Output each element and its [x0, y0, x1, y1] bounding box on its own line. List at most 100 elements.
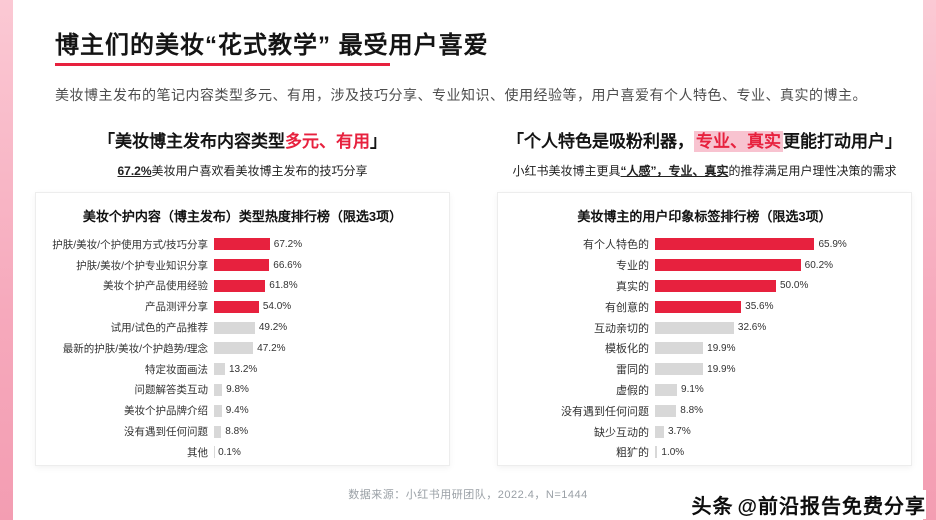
right-chart-title: 美妆博主的用户印象标签排行榜（限选3项） [577, 209, 832, 224]
left-section-subtext: 67.2%美妆用户喜欢看美妆博主发布的技巧分享 [35, 162, 450, 179]
bar-category-label: 特定妆面画法 [145, 363, 208, 376]
bar-row: 真实的 50.0% [504, 276, 911, 297]
title-underline-accent [55, 63, 390, 66]
data-source-note: 数据来源：小红书用研团队，2022.4，N=1444 [348, 489, 588, 501]
watermark-handle: @前沿报告免费分享 [737, 496, 926, 518]
right-section-subtext: 小红书美妆博主更具“人感”，专业、真实的推荐满足用户理性决策的需求 [497, 162, 912, 179]
impression-tag-ranking-chart: 美妆博主的用户印象标签排行榜（限选3项） 有个人特色的 65.9% 专业的 60.2%… [497, 192, 912, 466]
bar [655, 342, 704, 355]
bar-value-label: 19.9% [707, 342, 736, 354]
bar [655, 363, 704, 376]
bar [655, 425, 664, 438]
bar [214, 425, 222, 438]
watermark: 头条 @前沿报告免费分享 [683, 490, 926, 519]
bar-category-label: 专业的 [616, 260, 649, 273]
bar [655, 238, 815, 251]
bar-category-label: 有个人特色的 [583, 239, 649, 252]
bar-category-label: 其他 [187, 446, 208, 459]
left-subtext-rest: 美妆用户喜欢看美妆博主发布的技巧分享 [151, 164, 368, 178]
bar-row: 护肤/美妆/个护使用方式/技巧分享 67.2% [42, 234, 449, 255]
watermark-brand: 头条 [691, 496, 734, 518]
bar-row: 问题解答类互动 9.8% [42, 380, 449, 401]
bar-category-label: 美妆个护产品使用经验 [103, 280, 208, 293]
bar-category-label: 试用/试色的产品推荐 [110, 322, 208, 335]
bar-category-label: 护肤/美妆/个护专业知识分享 [76, 259, 208, 272]
bar [214, 259, 270, 272]
left-bar-chart: 护肤/美妆/个护使用方式/技巧分享 67.2% 护肤/美妆/个护专业知识分享 66.6… [36, 234, 449, 463]
bar-value-label: 54.0% [262, 301, 292, 313]
bar-row: 互动亲切的 32.6% [504, 317, 911, 338]
bar-row: 美妆个护产品使用经验 61.8% [42, 276, 449, 297]
bar-row: 美妆个护品牌介绍 9.4% [42, 400, 449, 421]
bar-row: 特定妆面画法 13.2% [42, 359, 449, 380]
bar-category-label: 最新的护肤/美妆/个护趋势/理念 [62, 342, 208, 355]
bar-value-label: 35.6% [745, 301, 774, 313]
bar [655, 300, 742, 313]
bar-category-label: 虚假的 [616, 384, 649, 397]
bar-value-label: 65.9% [818, 238, 847, 250]
bar-row: 模板化的 19.9% [504, 338, 911, 359]
bar-row: 有创意的 35.6% [504, 296, 911, 317]
bar-category-label: 产品测评分享 [145, 301, 208, 314]
bar-category-label: 护肤/美妆/个护使用方式/技巧分享 [52, 238, 208, 251]
bar-value-label: 66.6% [273, 259, 302, 271]
bar-value-label: 8.8% [225, 426, 249, 438]
bar-category-label: 雷同的 [616, 364, 649, 377]
bar-category-label: 有创意的 [605, 301, 649, 314]
bar-category-label: 互动亲切的 [594, 322, 649, 335]
bar-value-label: 67.2% [273, 238, 303, 250]
right-edge-decoration [923, 0, 936, 520]
bar-row: 虚假的 9.1% [504, 380, 911, 401]
bar-row: 专业的 60.2% [504, 255, 911, 276]
bar-row: 没有遇到任何问题 8.8% [42, 421, 449, 442]
bar-value-label: 0.1% [218, 446, 241, 458]
bar-value-label: 61.8% [269, 280, 298, 292]
bar-value-label: 32.6% [737, 322, 767, 334]
content-type-ranking-chart: 美妆个护内容（博主发布）类型热度排行榜（限选3项） 护肤/美妆/个护使用方式/技… [35, 192, 450, 466]
bar-category-label: 美妆个护品牌介绍 [124, 405, 208, 418]
bar [655, 259, 801, 272]
page-title: 博主们的美妆“花式教学” 最受用户喜爱 [55, 25, 489, 60]
left-edge-decoration [0, 0, 13, 520]
left-section-header: 「美妆博主发布内容类型多元、有用」 [35, 127, 450, 152]
bar-value-label: 9.1% [681, 384, 704, 396]
bar-row: 粗犷的 1.0% [504, 442, 911, 463]
left-chart-title: 美妆个护内容（博主发布）类型热度排行榜（限选3项） [82, 209, 403, 224]
bar-row: 试用/试色的产品推荐 49.2% [42, 317, 449, 338]
bar [214, 238, 270, 251]
bar [214, 383, 223, 396]
bar-row: 没有遇到任何问题 8.8% [504, 400, 911, 421]
bar-row: 缺少互动的 3.7% [504, 421, 911, 442]
right-header-text: 「个人特色是吸粉利器， [507, 132, 694, 151]
left-header-close: 」 [370, 132, 387, 151]
bar-value-label: 49.2% [258, 322, 288, 334]
bar-category-label: 没有遇到任何问题 [124, 426, 208, 439]
left-subtext-stat: 67.2% [117, 164, 152, 178]
bar [214, 321, 255, 334]
bar [214, 363, 225, 376]
bar-row: 其他 0.1% [42, 442, 449, 463]
bar-category-label: 粗犷的 [616, 447, 649, 460]
bar [214, 404, 222, 417]
page-subtitle: 美妆博主发布的笔记内容类型多元、有用，涉及技巧分享、专业知识、使用经验等，用户喜… [55, 87, 867, 103]
page-title-emphasis: 博主们的美妆“花式教学” [55, 32, 331, 59]
bar-category-label: 问题解答类互动 [134, 384, 209, 397]
bar [214, 300, 259, 313]
bar [655, 446, 658, 459]
bar-row: 最新的护肤/美妆/个护趋势/理念 47.2% [42, 338, 449, 359]
bar-category-label: 模板化的 [605, 343, 649, 356]
bar-value-label: 9.8% [226, 384, 249, 396]
bar [655, 404, 677, 417]
bar [655, 279, 776, 292]
bar-value-label: 13.2% [228, 363, 258, 375]
bar [214, 279, 266, 292]
bar-value-label: 19.9% [707, 363, 736, 375]
right-bar-chart: 有个人特色的 65.9% 专业的 60.2% 真实的 50.0% 有创意的 35.6% 互动亲切… [498, 234, 911, 463]
bar [655, 321, 734, 334]
bar-category-label: 真实的 [616, 280, 649, 293]
right-header-close: 更能打动用户」 [783, 132, 902, 151]
bar-row: 产品测评分享 54.0% [42, 296, 449, 317]
bar-category-label: 没有遇到任何问题 [561, 405, 649, 418]
right-subtext-emphasis: “人感”，专业、真实 [620, 164, 729, 178]
